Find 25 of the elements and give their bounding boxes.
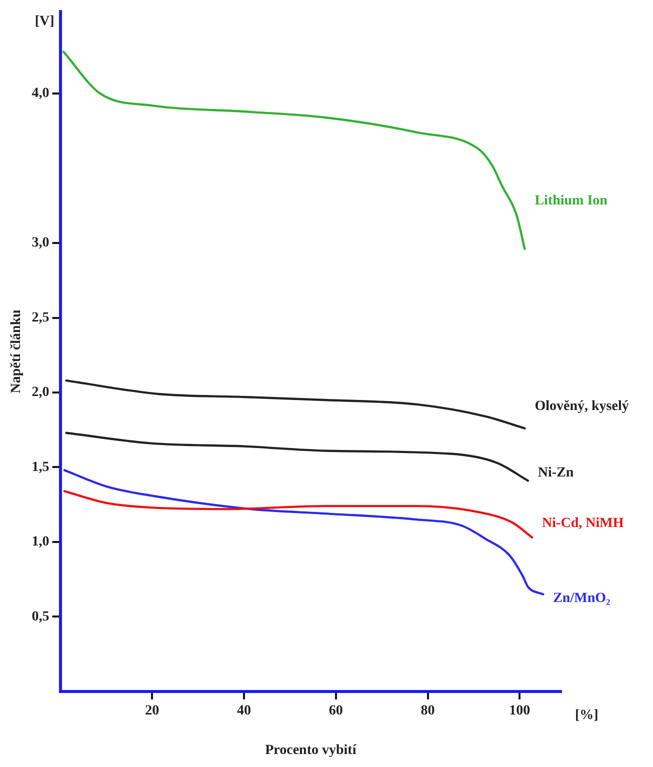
y-tick-label: 3,0 xyxy=(32,236,50,251)
series-label: Zn/MnO₂ xyxy=(553,590,610,606)
x-tick-label: 20 xyxy=(145,703,160,718)
y-tick-label: 2,5 xyxy=(32,310,50,326)
y-tick-label: 2,0 xyxy=(32,385,50,400)
y-tick-label: 0,5 xyxy=(32,609,50,624)
y-tick-label: 1,5 xyxy=(32,460,50,475)
series-label: Ni-Zn xyxy=(538,465,574,480)
y-tick-label: 1,0 xyxy=(32,534,50,550)
text: [V] xyxy=(34,14,54,30)
x-tick-label: 100 xyxy=(509,703,530,718)
x-axis-title: Procento vybití xyxy=(265,743,358,758)
x-tick-label: 80 xyxy=(420,703,435,718)
y-tick-label: 4,0 xyxy=(32,86,50,102)
line-series xyxy=(65,379,526,430)
text: [%] xyxy=(575,708,598,724)
line-series xyxy=(62,50,526,250)
series-label: Olověný, kyselý xyxy=(534,398,629,414)
series-label: Lithium Ion xyxy=(534,194,608,209)
series-label: Ni-Cd, NiMH xyxy=(542,516,624,532)
line-series xyxy=(65,432,530,482)
y-axis-title: Napětí článku xyxy=(9,309,24,394)
line-series xyxy=(63,490,534,539)
x-tick-label: 60 xyxy=(328,703,343,718)
x-tick-label: 40 xyxy=(237,703,252,718)
